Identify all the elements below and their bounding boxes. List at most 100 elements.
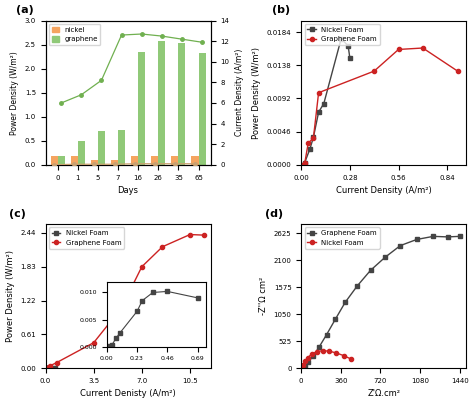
Nickel Foam xyxy=(49,365,55,370)
Graphene Foam xyxy=(160,244,165,249)
Graphene Foam xyxy=(187,232,193,237)
Nickel Foam xyxy=(321,101,327,106)
Nickel Foam xyxy=(309,351,315,356)
Graphene Foam xyxy=(368,268,374,273)
Y-axis label: Power Density (W/m²): Power Density (W/m²) xyxy=(10,51,19,135)
Line: Nickel Foam: Nickel Foam xyxy=(44,366,57,370)
Nickel Foam xyxy=(310,135,316,140)
Nickel Foam xyxy=(44,366,49,370)
Graphene Foam xyxy=(355,283,360,288)
Graphene Foam xyxy=(302,161,308,166)
Legend: Nickel Foam, Graphene Foam: Nickel Foam, Graphene Foam xyxy=(305,24,380,45)
Bar xyxy=(91,160,98,165)
Graphene Foam xyxy=(317,344,322,349)
Bar xyxy=(158,41,165,165)
Graphene Foam xyxy=(430,234,436,239)
Nickel Foam xyxy=(345,43,351,48)
Graphene Foam xyxy=(310,354,316,358)
X-axis label: Days: Days xyxy=(118,186,138,195)
Bar xyxy=(199,53,206,165)
Nickel Foam xyxy=(43,366,49,370)
Nickel Foam xyxy=(46,365,52,370)
Graphene Foam xyxy=(139,264,145,269)
Bar xyxy=(58,156,64,165)
Bar xyxy=(178,43,185,165)
Bar xyxy=(151,156,158,165)
Graphene Foam xyxy=(420,46,426,50)
Graphene Foam xyxy=(342,300,348,305)
Bar xyxy=(191,156,199,165)
Legend: nickel, graphene: nickel, graphene xyxy=(49,24,100,45)
Graphene Foam xyxy=(91,340,97,345)
Bar xyxy=(78,141,85,165)
Nickel Foam xyxy=(327,349,332,354)
Nickel Foam xyxy=(320,348,326,353)
Y-axis label: Power Density (W/m²): Power Density (W/m²) xyxy=(6,250,15,342)
Legend: Nickel Foam, Graphene Foam: Nickel Foam, Graphene Foam xyxy=(49,227,124,248)
Graphene Foam xyxy=(332,317,338,322)
Graphene Foam xyxy=(43,366,48,370)
Bar xyxy=(138,52,145,165)
Y-axis label: Power Density (W/m²): Power Density (W/m²) xyxy=(252,47,261,139)
Bar xyxy=(131,156,138,165)
Nickel Foam xyxy=(348,357,354,362)
Nickel Foam xyxy=(299,366,304,370)
X-axis label: Z'Ω.cm²: Z'Ω.cm² xyxy=(367,389,400,398)
Graphene Foam xyxy=(310,136,316,141)
Nickel Foam xyxy=(44,366,50,370)
Nickel Foam xyxy=(347,56,353,61)
Nickel Foam xyxy=(46,365,52,370)
Nickel Foam xyxy=(316,110,321,115)
Nickel Foam xyxy=(305,355,310,360)
Nickel Foam xyxy=(299,364,305,369)
Bar xyxy=(71,156,78,165)
Graphene Foam xyxy=(414,237,419,242)
Text: (c): (c) xyxy=(9,209,26,219)
Line: Graphene Foam: Graphene Foam xyxy=(44,232,206,370)
Graphene Foam xyxy=(397,243,403,248)
Nickel Foam xyxy=(334,351,339,356)
Graphene Foam xyxy=(457,234,463,239)
Nickel Foam xyxy=(301,362,306,367)
X-axis label: Current Density (A/m²): Current Density (A/m²) xyxy=(336,186,432,195)
Bar xyxy=(111,160,118,165)
X-axis label: Current Denisty (A/m²): Current Denisty (A/m²) xyxy=(80,389,176,398)
Graphene Foam xyxy=(316,90,321,95)
Line: Nickel Foam: Nickel Foam xyxy=(299,36,352,167)
Graphene Foam xyxy=(201,233,207,238)
Y-axis label: -Z''Ω cm²: -Z''Ω cm² xyxy=(259,277,268,315)
Graphene Foam xyxy=(44,365,49,370)
Graphene Foam xyxy=(455,69,460,74)
Nickel Foam xyxy=(302,160,308,165)
Graphene Foam xyxy=(371,69,377,74)
Nickel Foam xyxy=(299,162,304,167)
Bar xyxy=(98,131,105,165)
Nickel Foam xyxy=(338,36,344,41)
Graphene Foam xyxy=(382,255,388,260)
Graphene Foam xyxy=(47,364,53,368)
Graphene Foam xyxy=(299,366,304,370)
Nickel Foam xyxy=(43,366,48,370)
Line: Nickel Foam: Nickel Foam xyxy=(299,349,354,370)
Nickel Foam xyxy=(52,365,58,370)
Nickel Foam xyxy=(47,365,53,370)
Graphene Foam xyxy=(299,162,304,167)
Bar xyxy=(118,130,125,165)
Graphene Foam xyxy=(54,360,59,365)
Graphene Foam xyxy=(118,306,124,311)
Bar xyxy=(172,156,178,165)
Nickel Foam xyxy=(341,354,347,358)
Line: Graphene Foam: Graphene Foam xyxy=(299,46,460,167)
Nickel Foam xyxy=(307,147,313,152)
Graphene Foam xyxy=(305,141,311,145)
Text: (b): (b) xyxy=(272,5,290,15)
Graphene Foam xyxy=(301,363,307,368)
Line: Graphene Foam: Graphene Foam xyxy=(299,234,462,370)
Bar xyxy=(51,156,58,165)
Nickel Foam xyxy=(314,349,319,354)
Legend: Graphene Foam, Nickel Foam: Graphene Foam, Nickel Foam xyxy=(305,227,380,248)
Graphene Foam xyxy=(306,360,311,364)
Y-axis label: Current Density (A/m²): Current Density (A/m²) xyxy=(235,49,244,137)
Text: (d): (d) xyxy=(265,209,283,219)
Graphene Foam xyxy=(396,47,401,52)
